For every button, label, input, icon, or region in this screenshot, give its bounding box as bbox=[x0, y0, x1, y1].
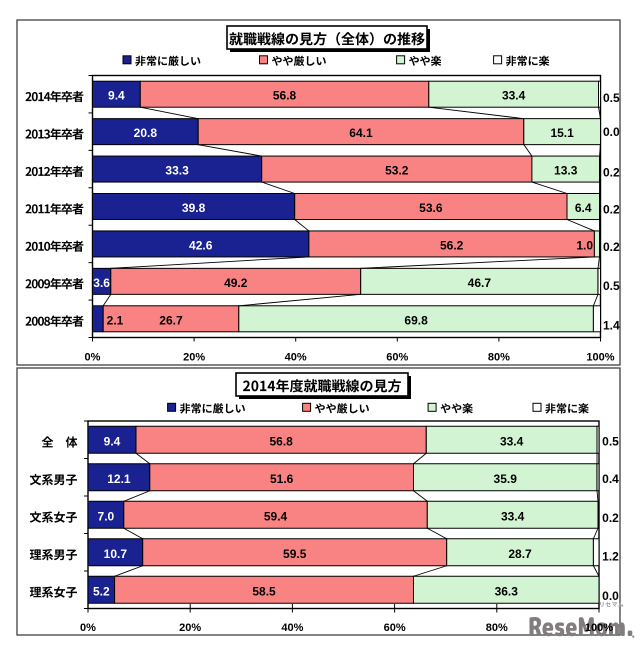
svg-text:53.6: 53.6 bbox=[419, 201, 443, 215]
svg-text:100%: 100% bbox=[585, 622, 613, 634]
svg-text:2.1: 2.1 bbox=[107, 313, 124, 327]
svg-text:40%: 40% bbox=[285, 352, 307, 364]
svg-text:0.0: 0.0 bbox=[602, 589, 619, 603]
svg-text:39.8: 39.8 bbox=[182, 201, 206, 215]
svg-text:33.4: 33.4 bbox=[502, 89, 526, 103]
svg-text:1.4: 1.4 bbox=[603, 319, 620, 333]
svg-text:20%: 20% bbox=[179, 622, 201, 634]
svg-text:20.8: 20.8 bbox=[134, 126, 158, 140]
svg-text:20%: 20% bbox=[183, 352, 205, 364]
svg-text:53.2: 53.2 bbox=[385, 164, 409, 178]
svg-text:56.2: 56.2 bbox=[440, 238, 464, 252]
svg-text:33.4: 33.4 bbox=[501, 509, 525, 523]
svg-text:3.6: 3.6 bbox=[93, 276, 110, 290]
svg-text:0.2: 0.2 bbox=[603, 165, 620, 179]
svg-text:0.5: 0.5 bbox=[603, 91, 620, 105]
svg-text:56.8: 56.8 bbox=[273, 89, 297, 103]
svg-text:0.2: 0.2 bbox=[603, 203, 620, 217]
svg-text:0.2: 0.2 bbox=[602, 511, 619, 525]
svg-text:13.3: 13.3 bbox=[554, 164, 578, 178]
svg-text:7.0: 7.0 bbox=[98, 509, 115, 523]
svg-text:12.1: 12.1 bbox=[107, 472, 131, 486]
svg-text:1.2: 1.2 bbox=[602, 550, 619, 564]
svg-text:42.6: 42.6 bbox=[189, 238, 213, 252]
svg-text:0.2: 0.2 bbox=[603, 240, 620, 254]
svg-text:46.7: 46.7 bbox=[468, 276, 492, 290]
svg-text:35.9: 35.9 bbox=[494, 472, 518, 486]
svg-text:10.7: 10.7 bbox=[104, 547, 128, 561]
svg-text:26.7: 26.7 bbox=[159, 313, 183, 327]
svg-text:59.5: 59.5 bbox=[283, 547, 307, 561]
svg-text:80%: 80% bbox=[486, 622, 508, 634]
svg-text:100%: 100% bbox=[586, 352, 614, 364]
svg-text:15.1: 15.1 bbox=[550, 126, 574, 140]
svg-text:33.4: 33.4 bbox=[500, 434, 524, 448]
svg-text:40%: 40% bbox=[281, 622, 303, 634]
svg-text:69.8: 69.8 bbox=[404, 313, 428, 327]
svg-text:80%: 80% bbox=[488, 352, 510, 364]
svg-text:9.4: 9.4 bbox=[104, 434, 121, 448]
svg-text:36.3: 36.3 bbox=[495, 584, 519, 598]
svg-text:33.3: 33.3 bbox=[165, 164, 189, 178]
svg-text:0.5: 0.5 bbox=[603, 279, 620, 293]
svg-text:60%: 60% bbox=[384, 622, 406, 634]
svg-text:0.4: 0.4 bbox=[602, 472, 619, 486]
svg-text:9.4: 9.4 bbox=[108, 89, 125, 103]
svg-text:5.2: 5.2 bbox=[93, 584, 110, 598]
svg-text:0%: 0% bbox=[85, 352, 101, 364]
svg-text:56.8: 56.8 bbox=[269, 434, 293, 448]
svg-text:0.5: 0.5 bbox=[602, 435, 619, 449]
svg-text:1.0: 1.0 bbox=[576, 238, 593, 252]
svg-text:51.6: 51.6 bbox=[270, 472, 294, 486]
svg-text:0.0: 0.0 bbox=[603, 125, 620, 139]
svg-text:0%: 0% bbox=[80, 622, 96, 634]
svg-text:60%: 60% bbox=[386, 352, 408, 364]
svg-text:58.5: 58.5 bbox=[252, 584, 276, 598]
svg-text:59.4: 59.4 bbox=[264, 509, 288, 523]
svg-text:28.7: 28.7 bbox=[508, 547, 532, 561]
svg-text:64.1: 64.1 bbox=[349, 126, 373, 140]
svg-text:6.4: 6.4 bbox=[575, 201, 592, 215]
svg-text:49.2: 49.2 bbox=[224, 276, 248, 290]
